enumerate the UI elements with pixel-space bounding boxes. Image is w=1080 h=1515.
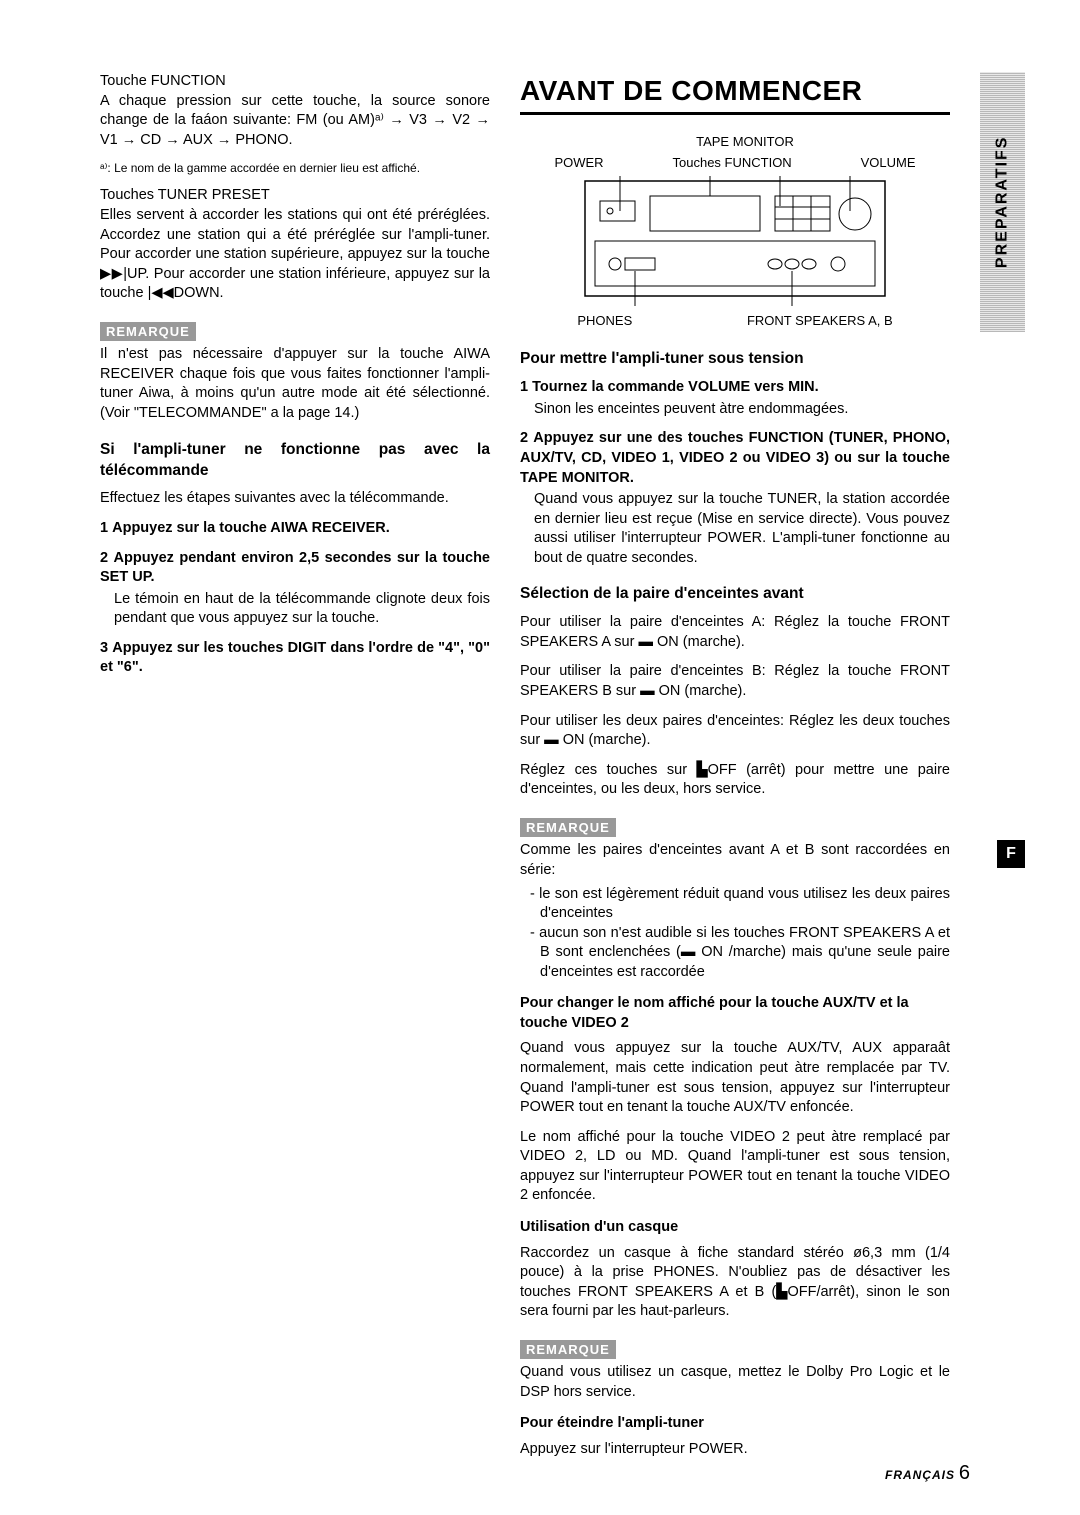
step-number: 1: [100, 520, 108, 536]
remote-intro: Effectuez les étapes suivantes avec la t…: [100, 489, 490, 509]
power-on-heading: Pour mettre l'ampli-tuner sous tension: [520, 349, 950, 370]
diagram-label-function: Touches FUNCTION: [673, 154, 792, 172]
step-title: Tournez la commande VOLUME vers MIN.: [532, 379, 819, 395]
select-p4: Réglez ces touches sur ▙OFF (arrêt) pour…: [520, 761, 950, 800]
remote-subhead: Si l'ampli-tuner ne fonctionne pas avec …: [100, 440, 490, 482]
tuner-paragraph: Touches TUNER PRESET Elles servent à acc…: [100, 186, 490, 303]
right-column: AVANT DE COMMENCER TAPE MONITOR POWER To…: [520, 72, 950, 1470]
aux-heading: Pour changer le nom affiché pour la touc…: [520, 994, 950, 1033]
diagram-label-tape: TAPE MONITOR: [696, 133, 794, 151]
remarque-3-text: Quand vous utilisez un casque, mettez le…: [520, 1363, 950, 1402]
step-body: Le témoin en haut de la télécommande cli…: [100, 590, 490, 629]
select-p1: Pour utiliser la paire d'enceintes A: Ré…: [520, 613, 950, 652]
step-title: Appuyez pendant environ 2,5 secondes sur…: [100, 550, 490, 586]
function-paragraph: Touche FUNCTION A chaque pression sur ce…: [100, 72, 490, 150]
diagram-label-volume: VOLUME: [861, 154, 916, 172]
page-footer: FRANÇAIS 6: [885, 1460, 970, 1487]
language-badge-letter: F: [1006, 843, 1016, 865]
footer-language: FRANÇAIS: [885, 1468, 955, 1482]
right-step-1: 1 Tournez la commande VOLUME vers MIN. S…: [520, 378, 950, 419]
footer-page-number: 6: [959, 1462, 970, 1484]
headphone-heading: Utilisation d'un casque: [520, 1218, 950, 1238]
select-speakers-heading: Sélection de la paire d'enceintes avant: [520, 584, 950, 605]
left-step-3: 3 Appuyez sur les touches DIGIT dans l'o…: [100, 639, 490, 678]
function-body: A chaque pression sur cette touche, la s…: [100, 93, 490, 148]
step-number: 2: [520, 430, 528, 446]
language-badge: F: [997, 840, 1025, 868]
remarque-2-list: le son est légèrement réduit quand vous …: [520, 885, 950, 983]
step-title: Appuyez sur la touche AIWA RECEIVER.: [112, 520, 390, 536]
left-step-2: 2 Appuyez pendant environ 2,5 secondes s…: [100, 549, 490, 629]
left-column: Touche FUNCTION A chaque pression sur ce…: [100, 72, 490, 1470]
aux-p1: Quand vous appuyez sur la touche AUX/TV,…: [520, 1039, 950, 1117]
function-footnote: ᵃ⁾: Le nom de la gamme accordée en derni…: [100, 160, 490, 176]
left-steps: 1 Appuyez sur la touche AIWA RECEIVER. 2…: [100, 519, 490, 678]
device-diagram: TAPE MONITOR POWER Touches FUNCTION VOLU…: [520, 133, 950, 330]
aux-p2: Le nom affiché pour la touche VIDEO 2 pe…: [520, 1128, 950, 1206]
step-number: 2: [100, 550, 108, 566]
remarque-label-2: REMARQUE: [520, 818, 616, 838]
device-svg: [580, 176, 890, 306]
step-title: Appuyez sur une des touches FUNCTION (TU…: [520, 430, 950, 485]
step-body: Quand vous appuyez sur la touche TUNER, …: [520, 490, 950, 568]
remarque-label-3: REMARQUE: [520, 1340, 616, 1360]
step-title: Appuyez sur les touches DIGIT dans l'ord…: [100, 640, 490, 676]
power-off-heading: Pour éteindre l'ampli-tuner: [520, 1414, 950, 1434]
tuner-heading: Touches TUNER PRESET: [100, 186, 490, 206]
function-heading: Touche FUNCTION: [100, 72, 490, 92]
select-p3: Pour utiliser les deux paires d'enceinte…: [520, 712, 950, 751]
left-step-1: 1 Appuyez sur la touche AIWA RECEIVER.: [100, 519, 490, 539]
remarque-2-item: le son est légèrement réduit quand vous …: [530, 885, 950, 924]
diagram-label-power: POWER: [554, 154, 603, 172]
step-body: Sinon les enceintes peuvent àtre endomma…: [520, 400, 950, 420]
sidebar-section-tab: PREPARATIFS: [980, 72, 1025, 332]
headphone-p: Raccordez un casque à fiche standard sté…: [520, 1244, 950, 1322]
power-off-p: Appuyez sur l'interrupteur POWER.: [520, 1440, 950, 1460]
diagram-label-phones: PHONES: [577, 312, 632, 330]
step-number: 1: [520, 379, 528, 395]
right-steps: 1 Tournez la commande VOLUME vers MIN. S…: [520, 378, 950, 568]
section-title: AVANT DE COMMENCER: [520, 72, 950, 115]
select-p2: Pour utiliser la paire d'enceintes B: Ré…: [520, 662, 950, 701]
tuner-body: Elles servent à accorder les stations qu…: [100, 207, 490, 301]
remarque-2-item: aucun son n'est audible si les touches F…: [530, 924, 950, 983]
remarque-label-1: REMARQUE: [100, 322, 196, 342]
remarque-1-text: Il n'est pas nécessaire d'appuyer sur la…: [100, 345, 490, 423]
right-step-2: 2 Appuyez sur une des touches FUNCTION (…: [520, 429, 950, 568]
sidebar-label: PREPARATIFS: [992, 136, 1014, 269]
diagram-label-speakers: FRONT SPEAKERS A, B: [747, 312, 893, 330]
remarque-2-intro: Comme les paires d'enceintes avant A et …: [520, 841, 950, 880]
step-number: 3: [100, 640, 108, 656]
